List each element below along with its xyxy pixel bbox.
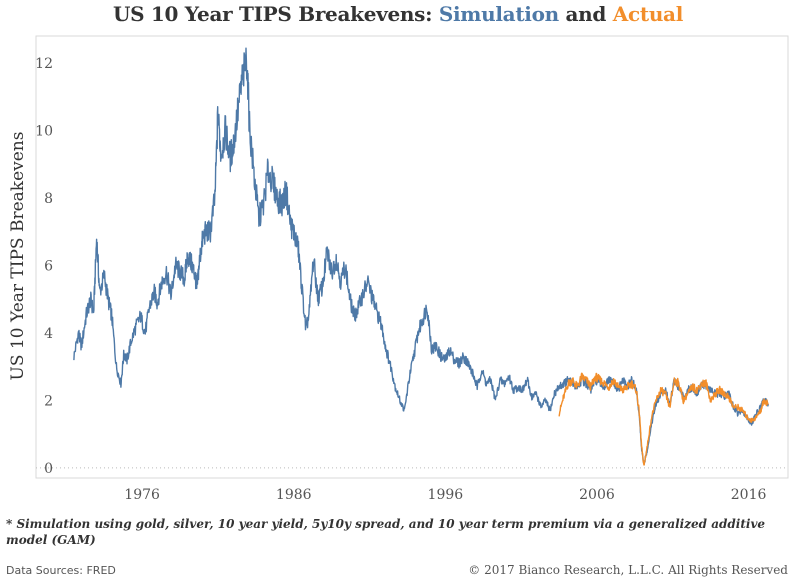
y-tick-label: 2 <box>44 393 53 409</box>
y-tick-label: 8 <box>44 191 53 207</box>
y-tick-label: 0 <box>44 461 53 477</box>
title-actual-word: Actual <box>612 2 684 26</box>
footnote: * Simulation using gold, silver, 10 year… <box>6 517 766 547</box>
y-tick-label: 6 <box>44 258 53 274</box>
data-source: Data Sources: FRED <box>6 564 116 577</box>
series-line-actual <box>558 372 769 466</box>
copyright: © 2017 Bianco Research, L.L.C. All Right… <box>468 563 788 577</box>
chart-title: US 10 Year TIPS Breakevens: Simulation a… <box>0 2 796 26</box>
y-tick-label: 12 <box>35 56 53 72</box>
x-tick-label: 1996 <box>428 487 464 503</box>
y-tick-label: 4 <box>44 326 53 342</box>
y-axis-ticks: 0 2 4 6 8 10 12 <box>35 56 53 477</box>
title-prefix: US 10 Year TIPS Breakevens: <box>112 2 439 26</box>
title-simulation-word: Simulation <box>438 2 559 26</box>
x-axis-ticks: 1976 1986 1996 2006 2016 <box>124 487 766 503</box>
plot-frame <box>35 35 789 479</box>
title-mid: and <box>558 2 613 26</box>
x-tick-label: 1976 <box>124 487 160 503</box>
y-tick-label: 10 <box>35 123 53 139</box>
y-axis-label: US 10 Year TIPS Breakevens <box>8 132 28 381</box>
series-line-simulation <box>73 47 769 465</box>
x-tick-label: 2006 <box>579 487 615 503</box>
x-tick-label: 2016 <box>731 487 767 503</box>
series-layer <box>73 47 769 466</box>
x-tick-label: 1986 <box>276 487 312 503</box>
